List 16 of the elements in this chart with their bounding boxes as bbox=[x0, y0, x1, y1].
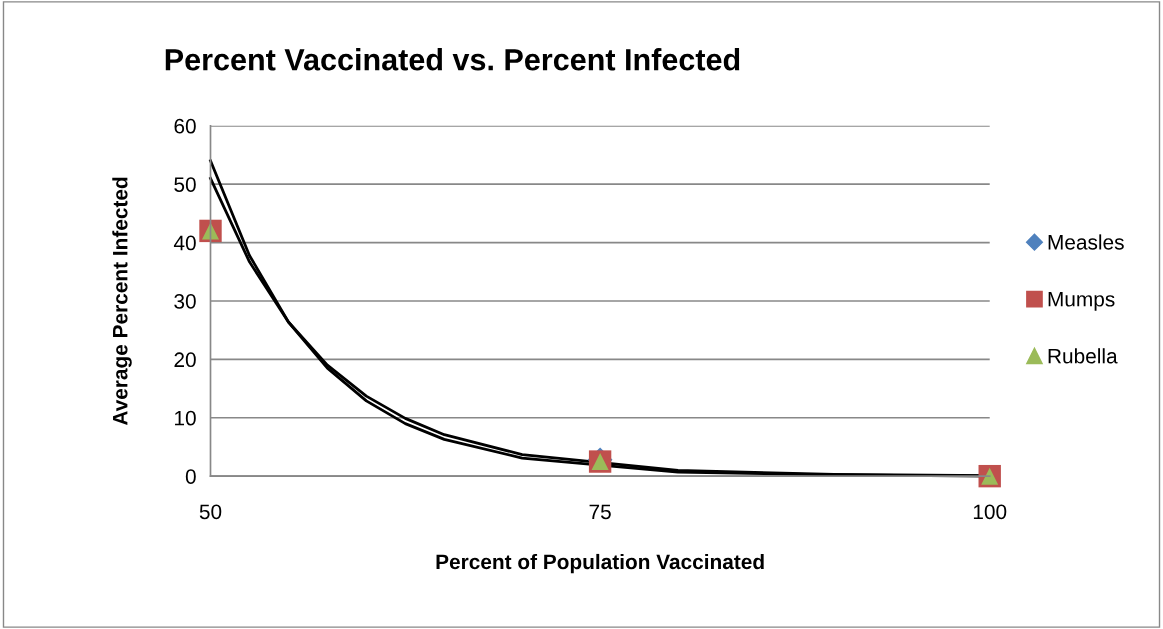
y-tick-label: 0 bbox=[185, 469, 196, 484]
y-tick-label: 20 bbox=[174, 352, 196, 368]
y-tick-label: 30 bbox=[174, 293, 196, 309]
legend-label: Rubella bbox=[1048, 348, 1118, 364]
y-tick-label: 60 bbox=[174, 118, 196, 134]
legend-label: Measles bbox=[1048, 234, 1124, 250]
x-tick-label: 75 bbox=[589, 504, 611, 520]
y-axis-title: Average Percent Infected bbox=[112, 177, 132, 426]
x-tick-label: 100 bbox=[973, 504, 1007, 520]
legend-label: Mumps bbox=[1048, 292, 1115, 311]
x-tick-label: 50 bbox=[199, 504, 222, 520]
y-tick-label: 50 bbox=[174, 177, 196, 192]
x-axis-title: Percent of Population Vaccinated bbox=[436, 553, 764, 574]
y-tick-label: 40 bbox=[173, 235, 196, 251]
chart-title: Percent Vaccinated vs. Percent Infected bbox=[165, 48, 740, 71]
y-tick-label: 10 bbox=[175, 410, 196, 426]
